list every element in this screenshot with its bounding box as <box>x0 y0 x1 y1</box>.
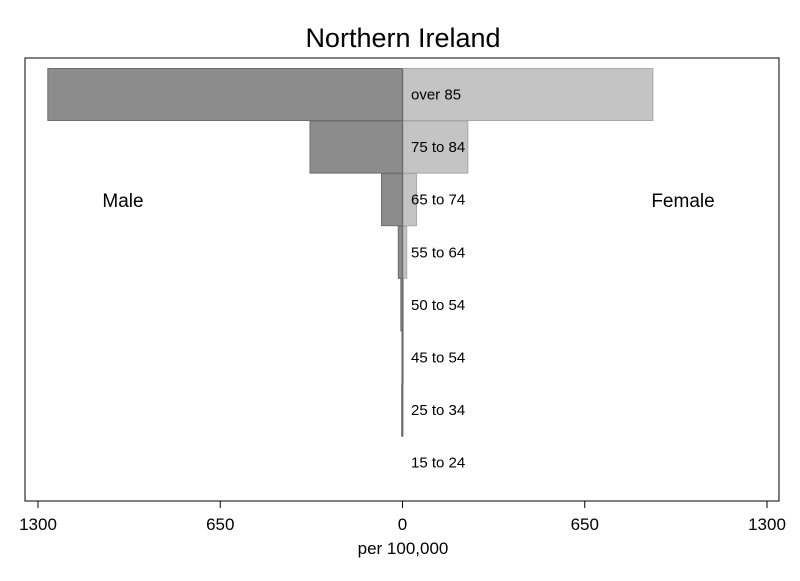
bar-male-2 <box>380 173 404 227</box>
category-label-5: 45 to 54 <box>411 350 465 367</box>
x-tick-label-0: 1300 <box>19 515 57 534</box>
bar-male-0 <box>47 68 403 121</box>
bar-male-1 <box>309 120 404 174</box>
bar-female-1 <box>402 120 469 174</box>
category-label-6: 25 to 34 <box>411 402 465 419</box>
x-tick-label-4: 1300 <box>748 515 786 534</box>
legend-male-label: Male <box>102 191 143 212</box>
x-axis-label: per 100,000 <box>358 539 449 558</box>
bar-female-0 <box>402 68 654 121</box>
x-axis: 1300 650 0 650 1300 <box>19 500 786 534</box>
category-label-0: over 85 <box>411 87 461 104</box>
category-label-4: 50 to 54 <box>411 297 465 314</box>
category-label-1: 75 to 84 <box>411 139 465 156</box>
legend-female-label: Female <box>651 191 714 212</box>
x-tick-label-2: 0 <box>398 515 407 534</box>
category-label-3: 55 to 64 <box>411 244 465 261</box>
bars-layer <box>47 68 654 437</box>
category-label-7: 15 to 24 <box>411 455 465 472</box>
x-tick-label-3: 650 <box>571 515 599 534</box>
category-labels: over 85 75 to 84 65 to 74 55 to 64 50 to 54 4… <box>411 87 465 472</box>
chart-title: Northern Ireland <box>305 23 500 53</box>
category-label-2: 65 to 74 <box>411 192 465 209</box>
x-tick-label-1: 650 <box>206 515 234 534</box>
